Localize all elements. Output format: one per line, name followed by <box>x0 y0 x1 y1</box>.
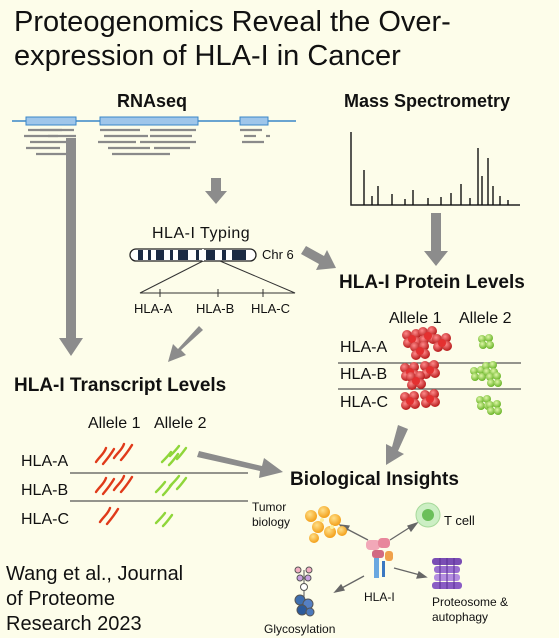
proteasome-label-1: Proteosome & <box>432 595 509 609</box>
glycosylation-label: Glycosylation <box>264 622 336 636</box>
arrow-typing-to-protein <box>301 246 336 270</box>
protein-row-a: HLA-A <box>340 339 388 356</box>
proteasome-label-2: autophagy <box>432 610 489 624</box>
arrow-rnaseq-to-transcript <box>59 138 83 356</box>
transcript-row-c: HLA-C <box>21 511 70 528</box>
transcript-levels-heading: HLA-I Transcript Levels <box>14 375 227 396</box>
transcript-row-b: HLA-B <box>21 482 69 499</box>
transcript-row-a: HLA-A <box>21 453 69 470</box>
protein-allele-2: Allele 2 <box>459 310 512 327</box>
tcell-label: T cell <box>444 513 475 528</box>
transcript-level-rows <box>70 442 248 528</box>
hla-center-label: HLA-I <box>364 590 395 604</box>
typing-gene-b: HLA-B <box>196 301 235 316</box>
tumor-label-2: biology <box>252 515 291 529</box>
t-cell <box>415 502 441 528</box>
arrow-ms-to-protein <box>424 213 448 266</box>
typing-heading: HLA-I Typing <box>152 225 251 242</box>
tumor-cells <box>305 506 347 543</box>
insights-heading: Biological Insights <box>290 469 459 490</box>
insights-graphic <box>294 502 462 617</box>
typing-gene-c: HLA-C <box>251 301 291 316</box>
rnaseq-track <box>12 116 296 156</box>
arrow-rnaseq-to-typing <box>205 178 227 204</box>
protein-level-rows <box>338 326 521 415</box>
proteasome-structure <box>432 558 462 589</box>
citation-line-2: of Proteome <box>6 588 115 610</box>
mass-spec-heading: Mass Spectrometry <box>344 91 511 111</box>
transcript-allele-1: Allele 1 <box>88 415 141 432</box>
flow-arrows <box>59 138 448 478</box>
protein-allele-1: Allele 1 <box>389 310 442 327</box>
title-line-1: Proteogenomics Reveal the Over- <box>14 6 451 38</box>
tumor-label-1: Tumor <box>252 500 287 514</box>
chromosome-label: Chr 6 <box>262 247 294 262</box>
protein-row-b: HLA-B <box>340 366 388 383</box>
arrow-transcript-to-insights <box>197 451 283 478</box>
typing-gene-a: HLA-A <box>134 301 173 316</box>
citation-line-3: Research 2023 <box>6 613 142 635</box>
citation-line-1: Wang et al., Journal <box>6 563 184 585</box>
glycan-structure <box>294 566 315 617</box>
protein-row-c: HLA-C <box>340 394 389 411</box>
arrow-typing-to-transcript <box>168 326 203 362</box>
transcript-allele-2: Allele 2 <box>154 415 207 432</box>
chromosome-6 <box>129 248 296 297</box>
hla-molecule <box>366 538 393 578</box>
arrow-protein-to-insights <box>386 425 408 465</box>
protein-levels-heading: HLA-I Protein Levels <box>339 272 525 293</box>
title-line-2: expression of HLA-I in Cancer <box>14 40 401 72</box>
rnaseq-heading: RNAseq <box>117 91 188 111</box>
mass-spectrum <box>350 132 520 206</box>
